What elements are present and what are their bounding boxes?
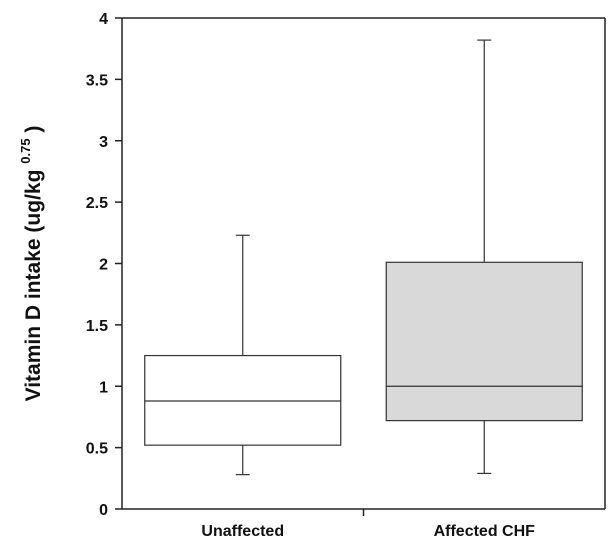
box-1	[144, 234, 342, 476]
y-axis-title-close: )	[22, 126, 45, 133]
box-2	[385, 39, 583, 475]
y-tick-label: 0.5	[86, 441, 108, 458]
y-axis-title: Vitamin D intake (ug/kg 0.75 )	[12, 126, 45, 402]
x-category-label: Unaffected	[201, 523, 284, 540]
y-tick-label: 2.5	[86, 195, 108, 212]
y-tick-label: 4	[99, 11, 108, 28]
y-tick-label: 2	[99, 257, 108, 274]
x-axis-ticks: Unaffected Affected CHF	[201, 509, 535, 540]
y-tick-label: 0	[99, 502, 108, 519]
y-axis-title-main: Vitamin D intake (ug/kg	[22, 170, 45, 402]
box-iqr	[144, 354, 342, 446]
y-tick-label: 3	[99, 134, 108, 151]
box-iqr	[385, 261, 583, 422]
y-axis-ticks: 0 0.5 1 1.5 2 2.5 3 3.5 4	[86, 11, 122, 519]
y-tick-label: 3.5	[86, 72, 108, 89]
boxes-group	[144, 39, 583, 476]
y-tick-label: 1.5	[86, 318, 108, 335]
y-tick-label: 1	[99, 379, 108, 396]
y-axis-title-superscript: 0.75	[18, 138, 33, 163]
x-category-label: Affected CHF	[434, 523, 536, 540]
